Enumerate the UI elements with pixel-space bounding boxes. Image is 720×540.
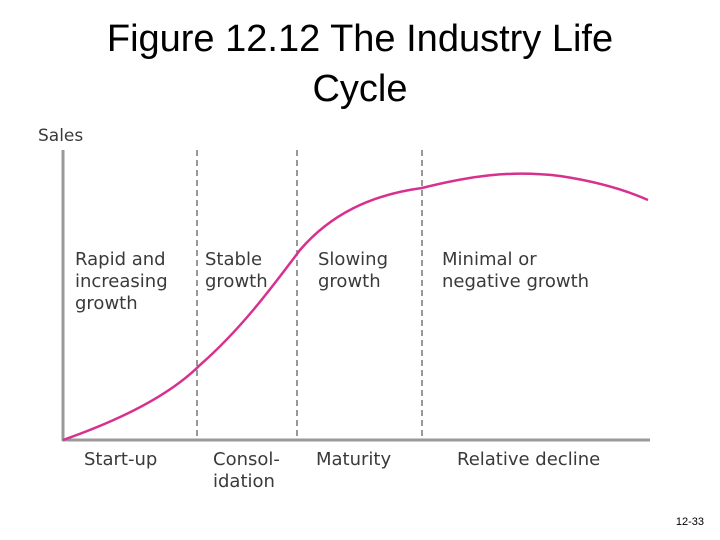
growth-label: growth <box>318 271 381 292</box>
growth-label: negative growth <box>442 271 589 292</box>
growth-label: Stable <box>205 249 262 270</box>
title: Figure 12.12 The Industry Life Cycle <box>106 18 614 110</box>
growth-label: Slowing <box>318 249 388 270</box>
phase-label: Maturity <box>316 449 391 470</box>
growth-label: Rapid and <box>75 249 166 270</box>
slide-number: 12-33 <box>675 516 704 528</box>
y-axis-label: Sales <box>38 126 83 146</box>
growth-label: increasing <box>75 271 168 292</box>
phase-label: Start-up <box>84 449 157 470</box>
growth-label: growth <box>75 293 138 314</box>
phase-label: Relative decline <box>457 449 600 470</box>
phase-label: idation <box>213 471 275 492</box>
growth-label: Minimal or <box>442 249 537 270</box>
phase-label: Consol- <box>213 449 280 470</box>
growth-label: growth <box>205 271 268 292</box>
life-cycle-curve <box>62 172 649 442</box>
